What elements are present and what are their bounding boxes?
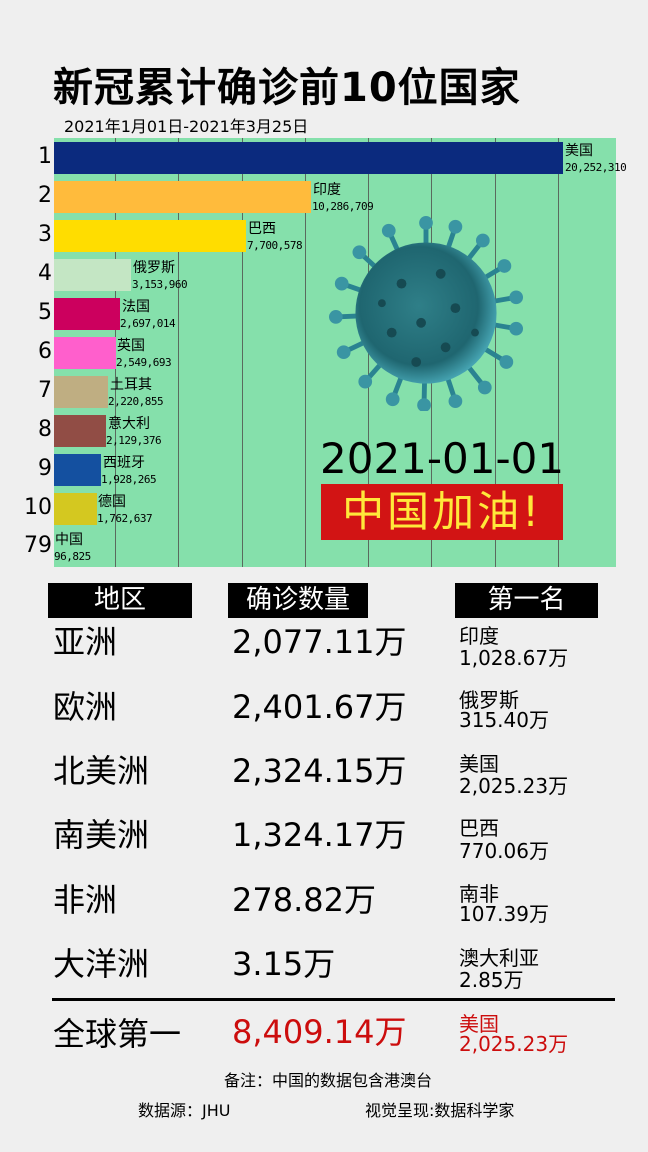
region-name: 南美洲 (53, 816, 150, 854)
region-name: 亚洲 (53, 623, 118, 661)
bar-country-label: 意大利 (108, 416, 150, 432)
bar-country-label: 俄罗斯 (133, 260, 175, 276)
region-count: 2,077.11万 (232, 623, 407, 661)
region-name: 北美洲 (53, 752, 150, 790)
top-country-value: 2,025.23万 (459, 774, 569, 798)
bar-brazil (54, 220, 246, 252)
rank-label: 7 (38, 378, 52, 403)
top-country-value: 107.39万 (459, 902, 549, 926)
bar-uk (54, 337, 116, 369)
region-count: 2,401.67万 (232, 688, 407, 726)
bar-turkey (54, 376, 108, 408)
region-count: 3.15万 (232, 945, 336, 983)
bar-country-label: 英国 (117, 338, 145, 354)
credit: 视觉呈现:数据科学家 (365, 1101, 515, 1120)
bar-value-label: 2,220,855 (108, 395, 164, 408)
bar-country-label: 美国 (565, 143, 593, 159)
top-country-value: 315.40万 (459, 708, 549, 732)
gridline (305, 138, 306, 567)
global-label: 全球第一 (53, 1015, 182, 1053)
bar-value-label: 2,129,376 (106, 434, 162, 447)
bar-country-label: 巴西 (248, 221, 276, 237)
current-date: 2021-01-01 (320, 434, 565, 483)
global-top-value: 2,025.23万 (459, 1032, 569, 1056)
slogan-banner: 中国加油! (321, 484, 563, 540)
bar-value-label: 3,153,960 (132, 278, 188, 291)
global-count: 8,409.14万 (232, 1013, 407, 1051)
chart-title: 新冠累计确诊前10位国家 (53, 65, 521, 111)
header-count: 确诊数量 (228, 583, 368, 618)
date-range: 2021年1月01日-2021年3月25日 (64, 117, 309, 136)
bar-usa (54, 142, 563, 174)
bar-country-label: 印度 (313, 182, 341, 198)
bar-country-label: 德国 (98, 494, 126, 510)
rank-label: 1 (38, 144, 52, 169)
rank-label: 2 (38, 183, 52, 208)
top-country-name: 俄罗斯 (459, 688, 519, 712)
bar-value-label: 10,286,709 (312, 200, 374, 213)
bar-value-label: 96,825 (54, 550, 91, 563)
bar-value-label: 20,252,310 (565, 161, 627, 174)
rank-label: 6 (38, 339, 52, 364)
bar-country-label: 土耳其 (110, 377, 152, 393)
bar-italy (54, 415, 106, 447)
region-count: 2,324.15万 (232, 752, 407, 790)
bar-value-label: 1,762,637 (97, 512, 153, 525)
top-country-value: 2.85万 (459, 968, 524, 992)
rank-label: 8 (38, 417, 52, 442)
virus-icon (328, 215, 524, 411)
top-country-name: 澳大利亚 (459, 946, 539, 970)
bar-germany (54, 493, 97, 525)
rank-label: 79 (24, 533, 52, 558)
bar-france (54, 298, 120, 330)
rank-label: 10 (24, 495, 52, 520)
bar-value-label: 7,700,578 (247, 239, 303, 252)
gridline (558, 138, 559, 567)
region-count: 278.82万 (232, 881, 376, 919)
top-country-name: 美国 (459, 752, 499, 776)
top-country-name: 巴西 (459, 816, 499, 840)
gridline (178, 138, 179, 567)
header-region: 地区 (48, 583, 192, 618)
top-country-value: 1,028.67万 (459, 646, 569, 670)
region-count: 1,324.17万 (232, 816, 407, 854)
divider (52, 998, 615, 1001)
bar-country-label: 西班牙 (103, 455, 145, 471)
gridline (242, 138, 243, 567)
bar-value-label: 2,549,693 (116, 356, 172, 369)
bar-country-label: 法国 (122, 299, 150, 315)
top-country-name: 印度 (459, 624, 499, 648)
rank-label: 4 (38, 261, 52, 286)
region-name: 非洲 (53, 881, 118, 919)
gridline (495, 138, 496, 567)
data-source: 数据源：JHU (138, 1101, 231, 1120)
bar-spain (54, 454, 101, 486)
region-name: 欧洲 (53, 688, 118, 726)
bar-country-label: 中国 (55, 532, 83, 548)
top-country-name: 南非 (459, 882, 499, 906)
bar-india (54, 181, 311, 213)
global-top-country: 美国 (459, 1012, 499, 1036)
region-name: 大洋洲 (53, 945, 150, 983)
header-top-country: 第一名 (455, 583, 598, 618)
bar-russia (54, 259, 131, 291)
rank-label: 3 (38, 222, 52, 247)
bar-value-label: 2,697,014 (120, 317, 176, 330)
bar-value-label: 1,928,265 (101, 473, 157, 486)
rank-label: 5 (38, 300, 52, 325)
rank-label: 9 (38, 456, 52, 481)
footnote: 备注：中国的数据包含港澳台 (224, 1071, 433, 1090)
top-country-value: 770.06万 (459, 839, 549, 863)
